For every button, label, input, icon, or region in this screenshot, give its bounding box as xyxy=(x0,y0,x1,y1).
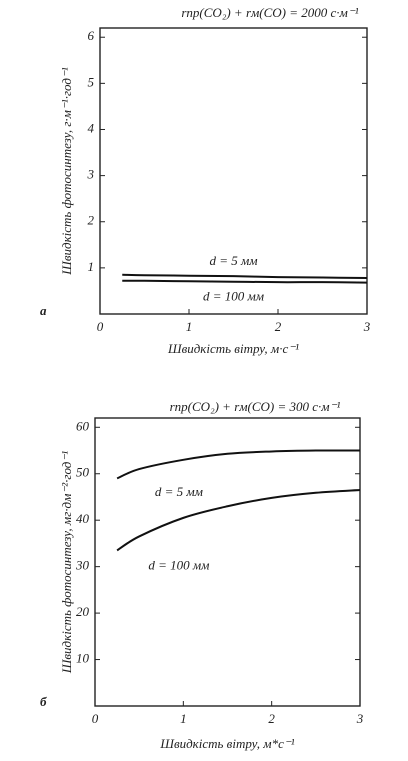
x-tick-label: 2 xyxy=(275,319,282,334)
y-axis-label: Швидкість фотосинтезу, мг·дм⁻²·год⁻¹ xyxy=(59,451,74,674)
y-tick-label: 20 xyxy=(76,604,90,619)
series-label: d = 100 мм xyxy=(203,289,264,304)
chart-title: rпр(CO₂) + rм(CO) = 2000 с·м⁻¹ xyxy=(181,5,358,20)
x-tick-label: 0 xyxy=(92,711,99,726)
series-line xyxy=(122,273,368,280)
y-tick-label: 2 xyxy=(88,213,95,228)
y-tick-label: 10 xyxy=(76,651,90,666)
series-line xyxy=(122,279,368,284)
y-tick-label: 40 xyxy=(76,511,90,526)
y-tick-label: 6 xyxy=(88,28,95,43)
y-tick-label: 3 xyxy=(87,167,95,182)
y-tick-label: 50 xyxy=(76,465,90,480)
panel-letter: б xyxy=(40,694,47,709)
series-label: d = 5 мм xyxy=(209,253,257,268)
x-tick-label: 3 xyxy=(356,711,364,726)
x-tick-label: 1 xyxy=(186,319,193,334)
plot-frame xyxy=(94,417,361,707)
series-line xyxy=(116,489,361,552)
series-line xyxy=(116,449,361,480)
panel-letter: а xyxy=(40,303,47,318)
y-tick-label: 5 xyxy=(88,74,95,89)
x-tick-label: 3 xyxy=(363,319,371,334)
y-tick-label: 60 xyxy=(76,418,90,433)
y-tick-label: 1 xyxy=(88,259,95,274)
x-axis-label: Швидкість вітру, м*с⁻¹ xyxy=(159,736,294,751)
y-tick-label: 30 xyxy=(75,558,90,573)
x-tick-label: 2 xyxy=(268,711,275,726)
plot-frame xyxy=(99,27,368,315)
x-tick-label: 0 xyxy=(97,319,104,334)
x-axis-label: Швидкість вітру, м·с⁻¹ xyxy=(167,341,299,356)
series-label: d = 5 мм xyxy=(155,484,203,499)
y-axis-label: Швидкість фотосинтезу, г·м⁻¹·год⁻¹ xyxy=(59,67,74,276)
x-tick-label: 1 xyxy=(180,711,187,726)
chart-title: rпр(CO₂) + rм(CO) = 300 с·м⁻¹ xyxy=(170,399,341,414)
y-tick-label: 4 xyxy=(88,120,95,135)
series-label: d = 100 мм xyxy=(148,557,209,572)
